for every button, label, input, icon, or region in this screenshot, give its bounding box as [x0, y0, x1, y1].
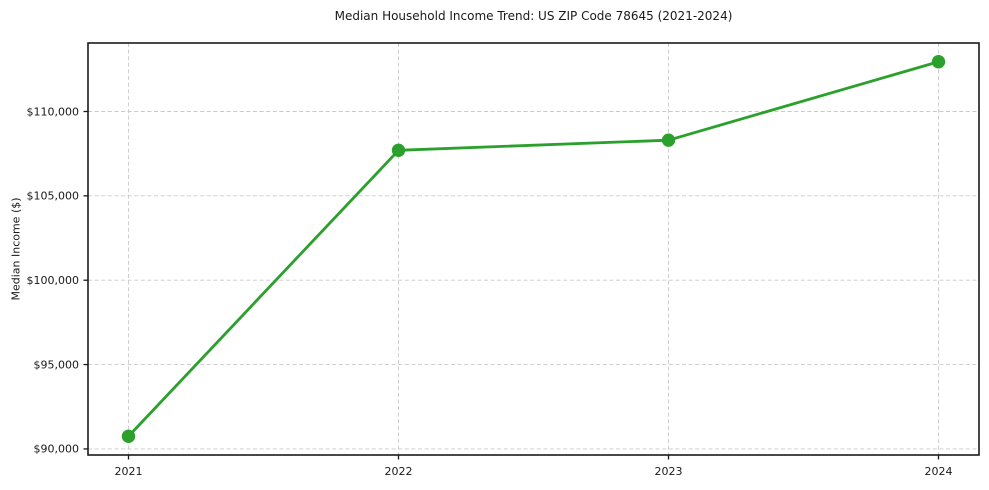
y-tick-label: $100,000: [27, 274, 80, 287]
trend-line: [127, 60, 940, 438]
y-tick-label: $110,000: [27, 105, 80, 118]
data-point: [121, 429, 136, 443]
x-tick-label: 2022: [385, 465, 413, 478]
plot-border: [87, 42, 980, 456]
y-tick-label: $95,000: [34, 358, 80, 371]
x-tick-label: 2024: [925, 465, 953, 478]
data-point: [931, 55, 946, 69]
data-point: [661, 133, 676, 147]
y-tick-label: $105,000: [27, 190, 80, 203]
x-tick-label: 2023: [655, 465, 683, 478]
x-tick-label: 2021: [115, 465, 143, 478]
data-point: [391, 143, 406, 158]
y-tick-label: $90,000: [34, 443, 80, 456]
chart-title: Median Household Income Trend: US ZIP Co…: [334, 9, 733, 23]
